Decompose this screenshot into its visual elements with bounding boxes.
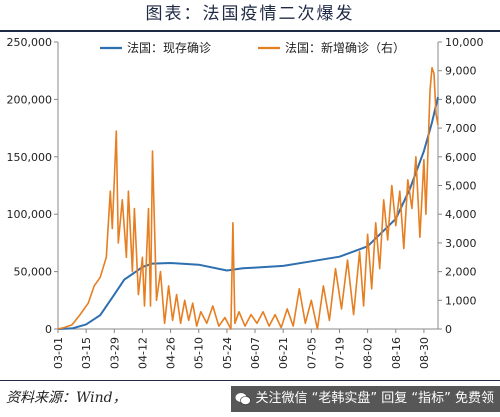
left-y-tick-label: 150,000 — [7, 151, 53, 164]
x-tick-label: 05-24 — [221, 337, 234, 369]
right-y-tick-label: 0 — [445, 323, 452, 336]
legend-label: 法国：现存确诊 — [127, 41, 211, 55]
right-y-tick: 4,000 — [438, 208, 477, 221]
x-tick: 04-26 — [165, 329, 178, 369]
x-tick-label: 08-30 — [418, 337, 431, 369]
x-tick: 06-07 — [249, 329, 262, 369]
right-y-tick-label: 8,000 — [445, 93, 477, 106]
x-tick-label: 04-26 — [165, 337, 178, 369]
series-line-existing-cases — [57, 96, 439, 330]
x-tick: 03-15 — [80, 329, 93, 369]
plot-area — [57, 66, 439, 330]
right-y-tick-label: 5,000 — [445, 180, 477, 193]
legend: 法国：现存确诊 法国：新增确诊（右） — [100, 40, 405, 55]
x-tick: 04-12 — [136, 329, 149, 369]
axes: 0 50,000 100,000 150,000 200,000 250,000 0 1,00… — [7, 36, 484, 369]
x-tick-label: 04-12 — [136, 337, 149, 369]
right-y-tick: 7,000 — [438, 122, 477, 135]
x-tick-label: 06-21 — [277, 337, 290, 369]
right-y-tick-label: 2,000 — [445, 266, 477, 279]
source-note: 资料来源：Wind， — [6, 390, 127, 406]
watermark-text: 关注微信 “老韩实盘” 回复 “指标” 免费领 — [255, 391, 494, 406]
right-y-tick-label: 1,000 — [445, 294, 477, 307]
left-y-tick-label: 100,000 — [7, 208, 53, 221]
right-y-tick: 0 — [438, 323, 452, 336]
right-y-tick: 2,000 — [438, 266, 477, 279]
x-tick: 06-21 — [277, 329, 290, 369]
left-y-tick: 50,000 — [14, 266, 58, 279]
x-tick-label: 03-29 — [108, 337, 121, 369]
left-y-tick: 250,000 — [7, 36, 58, 49]
left-y-tick: 0 — [45, 323, 58, 336]
right-y-tick: 1,000 — [438, 294, 477, 307]
left-y-tick: 100,000 — [7, 208, 58, 221]
right-y-tick: 10,000 — [438, 36, 484, 49]
right-y-tick-label: 9,000 — [445, 65, 477, 78]
x-tick-label: 08-02 — [362, 337, 375, 369]
x-tick: 08-30 — [418, 329, 431, 369]
left-y-tick-label: 250,000 — [7, 36, 53, 49]
source-bar: 资料来源：Wind， 关注微信 “老韩实盘” 回复 “指标” 免费领 — [0, 380, 500, 417]
x-tick-label: 07-19 — [333, 337, 346, 369]
title-bar: 图表：法国疫情二次爆发 — [0, 0, 500, 32]
right-y-tick-label: 6,000 — [445, 151, 477, 164]
watermark-banner: 关注微信 “老韩实盘” 回复 “指标” 免费领 — [230, 386, 500, 412]
legend-label: 法国：新增确诊（右） — [285, 40, 405, 55]
legend-item: 法国：现存确诊 — [100, 41, 211, 55]
left-y-tick: 150,000 — [7, 151, 58, 164]
x-tick-label: 08-16 — [390, 337, 403, 369]
x-tick-label: 03-15 — [80, 337, 93, 369]
x-tick: 03-29 — [108, 329, 121, 369]
right-y-tick-label: 3,000 — [445, 237, 477, 250]
x-tick-label: 05-10 — [193, 337, 206, 369]
x-tick: 03-01 — [52, 329, 65, 369]
right-y-tick: 8,000 — [438, 93, 477, 106]
right-y-tick: 3,000 — [438, 237, 477, 250]
right-y-tick-label: 10,000 — [445, 36, 484, 49]
left-y-tick-label: 200,000 — [7, 93, 53, 106]
x-tick-label: 07-05 — [305, 337, 318, 369]
x-tick: 05-24 — [221, 329, 234, 369]
series-line-new-cases — [57, 66, 439, 330]
dual-axis-line-chart: 0 50,000 100,000 150,000 200,000 250,000 0 1,00… — [7, 36, 484, 369]
x-tick: 05-10 — [193, 329, 206, 369]
x-tick: 07-19 — [333, 329, 346, 369]
right-y-tick-label: 4,000 — [445, 208, 477, 221]
wechat-icon — [235, 393, 251, 405]
right-y-tick-label: 7,000 — [445, 122, 477, 135]
right-y-tick: 6,000 — [438, 151, 477, 164]
x-tick: 08-16 — [390, 329, 403, 369]
right-y-tick: 5,000 — [438, 180, 477, 193]
left-y-tick: 200,000 — [7, 93, 58, 106]
x-tick-label: 06-07 — [249, 337, 262, 369]
right-y-tick: 9,000 — [438, 65, 477, 78]
x-tick-label: 03-01 — [52, 337, 65, 369]
chart-title: 图表：法国疫情二次爆发 — [145, 4, 355, 24]
left-y-tick-label: 0 — [45, 323, 52, 336]
legend-item: 法国：新增确诊（右） — [258, 40, 405, 55]
x-tick: 08-02 — [362, 329, 375, 369]
left-y-tick-label: 50,000 — [14, 266, 53, 279]
x-tick: 07-05 — [305, 329, 318, 369]
